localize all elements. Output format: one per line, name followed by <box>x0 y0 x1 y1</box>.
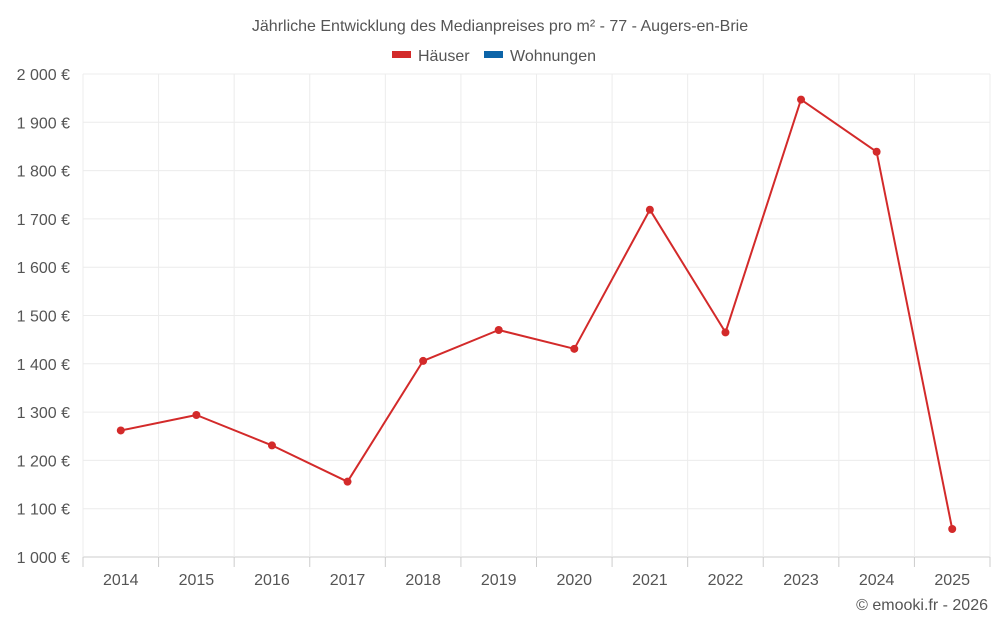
x-tick-label: 2021 <box>632 572 668 589</box>
y-tick-label: 1 100 € <box>17 502 70 519</box>
chart-title: Jährliche Entwicklung des Medianpreises … <box>252 18 748 35</box>
data-point[interactable] <box>721 328 730 337</box>
data-point[interactable] <box>645 205 654 214</box>
data-point[interactable] <box>267 441 276 450</box>
legend: Häuser Wohnungen <box>392 48 596 65</box>
y-axis: 1 000 € 1 100 € 1 200 € 1 300 € 1 400 € 1 500… <box>17 67 70 567</box>
data-point[interactable] <box>570 344 579 353</box>
x-tick-label: 2024 <box>859 572 895 589</box>
y-tick-label: 1 200 € <box>17 453 70 470</box>
y-tick-label: 1 800 € <box>17 164 70 181</box>
credit-text: © emooki.fr - 2026 <box>856 597 988 614</box>
y-tick-label: 1 400 € <box>17 357 70 374</box>
data-point[interactable] <box>948 524 957 533</box>
data-point[interactable] <box>343 477 352 486</box>
legend-label-wohnungen[interactable]: Wohnungen <box>510 48 596 65</box>
legend-label-haeuser[interactable]: Häuser <box>418 48 470 65</box>
x-axis: 2014 2015 2016 2017 2018 2019 2020 2021 2022 2023… <box>82 557 991 589</box>
data-point[interactable] <box>419 356 428 365</box>
data-point[interactable] <box>872 147 881 156</box>
legend-swatch-haeuser[interactable] <box>392 51 411 58</box>
series-line-0 <box>120 98 954 530</box>
x-tick-label: 2022 <box>708 572 744 589</box>
x-tick-label: 2023 <box>783 572 819 589</box>
grid <box>82 73 991 558</box>
y-tick-label: 1 600 € <box>17 260 70 277</box>
y-tick-label: 2 000 € <box>17 67 70 84</box>
data-point[interactable] <box>797 95 806 104</box>
data-point[interactable] <box>192 410 201 419</box>
x-tick-label: 2015 <box>179 572 215 589</box>
y-tick-label: 1 900 € <box>17 115 70 132</box>
x-tick-label: 2018 <box>405 572 441 589</box>
data-point[interactable] <box>494 325 503 334</box>
y-tick-label: 1 700 € <box>17 212 70 229</box>
legend-swatch-wohnungen[interactable] <box>484 51 503 58</box>
y-tick-label: 1 300 € <box>17 405 70 422</box>
x-tick-label: 2017 <box>330 572 366 589</box>
y-tick-label: 1 000 € <box>17 550 70 567</box>
y-tick-label: 1 500 € <box>17 309 70 326</box>
x-tick-label: 2014 <box>103 572 139 589</box>
x-tick-label: 2016 <box>254 572 290 589</box>
x-tick-label: 2025 <box>934 572 970 589</box>
x-tick-label: 2019 <box>481 572 517 589</box>
series-layer <box>116 95 957 533</box>
data-point[interactable] <box>116 426 125 435</box>
x-tick-label: 2020 <box>556 572 592 589</box>
